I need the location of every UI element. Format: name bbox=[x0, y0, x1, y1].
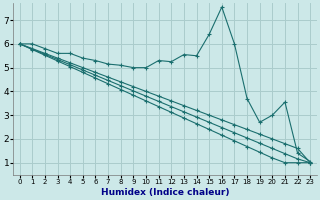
X-axis label: Humidex (Indice chaleur): Humidex (Indice chaleur) bbox=[101, 188, 229, 197]
